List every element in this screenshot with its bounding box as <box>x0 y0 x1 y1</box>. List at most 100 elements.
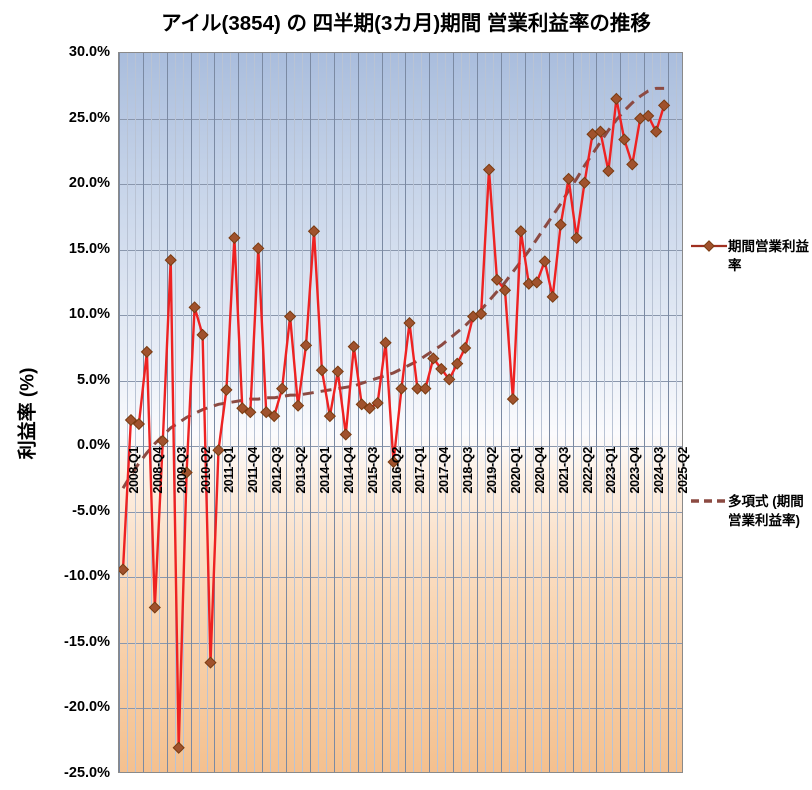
data-point-marker <box>252 242 265 255</box>
data-point-marker <box>315 364 329 377</box>
x-axis-tick-label: 2023-Q1 <box>604 447 619 494</box>
gridline-vertical <box>525 53 526 772</box>
gridline-vertical <box>421 53 422 772</box>
chart-canvas <box>119 86 671 754</box>
x-axis-tick-label: 2016-Q2 <box>389 447 404 494</box>
data-point-marker <box>212 444 225 457</box>
x-axis-tick-label: 2014-Q1 <box>317 447 332 494</box>
data-point-marker <box>546 290 559 303</box>
gridline-vertical <box>652 53 653 772</box>
y-axis-labels: 30.0% 25.0% 20.0% 15.0% 10.0% 5.0% 0.0% -5.0% -1… <box>0 44 118 781</box>
legend-label: 期間営業利益率 <box>728 239 809 273</box>
data-point-marker <box>562 172 575 185</box>
data-point-marker <box>578 176 591 189</box>
data-point-marker <box>610 92 623 105</box>
x-axis-tick-label: 2015-Q3 <box>365 447 380 494</box>
x-axis-tick-label: 2009-Q3 <box>174 447 189 494</box>
data-point-marker <box>172 741 185 754</box>
data-point-marker <box>260 406 273 419</box>
x-axis-tick-label: 2010-Q2 <box>198 447 213 494</box>
data-point-marker <box>419 382 432 395</box>
data-point-marker <box>594 125 607 138</box>
x-axis-tick-label: 2025-Q2 <box>676 447 691 494</box>
gridline-vertical <box>318 53 319 772</box>
y-axis-tick-label: -5.0% <box>72 502 110 519</box>
data-point-marker <box>459 341 472 355</box>
data-point-marker <box>140 345 153 358</box>
gridline-vertical <box>469 53 470 772</box>
gridline-vertical <box>445 53 446 772</box>
data-point-marker <box>379 336 392 349</box>
x-axis-tick-label: 2022-Q2 <box>580 447 595 494</box>
y-axis-tick-label: 25.0% <box>68 109 110 126</box>
gridline-vertical <box>533 53 534 772</box>
gridline-vertical <box>143 53 144 772</box>
gridline-vertical <box>581 53 582 772</box>
data-point-marker <box>538 255 551 268</box>
data-point-marker <box>196 328 209 341</box>
x-axis-tick-label: 2024-Q3 <box>652 447 667 494</box>
data-point-marker <box>204 656 217 669</box>
y-axis-tick-label: 30.0% <box>68 44 110 60</box>
gridline-vertical <box>135 53 136 772</box>
gridline-vertical <box>501 53 502 772</box>
x-axis-tick-label: 2023-Q4 <box>628 447 643 494</box>
data-point-marker <box>554 218 567 231</box>
x-axis-labels: 2008-Q1 2008-Q4 2009-Q3 2010-Q2 2011-Q1 2011-… <box>118 447 690 494</box>
gridline-vertical <box>644 53 645 772</box>
gridline-vertical <box>461 53 462 772</box>
series-line-path <box>121 97 666 749</box>
gridline-vertical <box>660 53 661 772</box>
gridline-vertical <box>596 53 597 772</box>
gridline-horizontal <box>119 577 682 578</box>
gridline-horizontal <box>119 643 682 644</box>
data-point-marker <box>642 109 655 123</box>
gridline-vertical <box>374 53 375 772</box>
x-axis-tick-label: 2021-Q3 <box>556 447 571 494</box>
legend-item[interactable]: 期間営業利益率 <box>690 237 812 275</box>
gridline-horizontal <box>119 512 682 513</box>
gridline-vertical <box>413 53 414 772</box>
gridline-vertical <box>509 53 510 772</box>
gridline-vertical <box>541 53 542 772</box>
gridline-vertical <box>437 53 438 772</box>
gridline-vertical <box>151 53 152 772</box>
data-point-marker <box>148 601 161 614</box>
gridline-vertical <box>565 53 566 772</box>
y-axis-tick-label: 5.0% <box>76 371 110 388</box>
data-point-marker <box>626 158 639 171</box>
legend-item[interactable]: 多項式 (期間営業利益率) <box>690 492 812 530</box>
data-point-marker <box>602 164 615 178</box>
x-axis-tick-label: 2017-Q4 <box>437 447 452 494</box>
data-point-marker <box>244 406 257 419</box>
data-point-marker <box>339 428 352 441</box>
gridline-vertical <box>493 53 494 772</box>
gridline-vertical <box>453 53 454 772</box>
gridline-vertical <box>167 53 168 772</box>
y-axis-tick-label: -25.0% <box>64 765 110 781</box>
x-axis-tick-label: 2019-Q2 <box>485 447 500 494</box>
gridline-vertical <box>429 53 430 772</box>
gridline-vertical <box>302 53 303 772</box>
data-point-marker <box>291 399 305 412</box>
data-point-marker <box>482 163 496 176</box>
gridline-vertical <box>326 53 327 772</box>
data-point-marker <box>164 254 177 267</box>
gridline-vertical <box>238 53 239 772</box>
x-axis-tick-label: 2020-Q1 <box>508 447 523 494</box>
gridline-vertical <box>477 53 478 772</box>
data-point-marker <box>371 396 384 410</box>
data-point-marker <box>228 231 241 244</box>
data-point-marker <box>618 133 631 146</box>
data-point-marker <box>387 455 400 469</box>
gridline-horizontal <box>119 119 682 120</box>
x-axis-tick-label: 2017-Q1 <box>413 447 428 494</box>
page-title: アイル(3854) の 四半期(3カ月)期間 営業利益率の推移 <box>161 12 651 35</box>
gridline-vertical <box>294 53 295 772</box>
gridline-vertical <box>612 53 613 772</box>
data-point-marker <box>514 225 527 238</box>
data-point-marker <box>283 310 297 323</box>
gridline-vertical <box>589 53 590 772</box>
data-point-marker <box>347 340 360 353</box>
data-point-marker <box>451 357 464 370</box>
